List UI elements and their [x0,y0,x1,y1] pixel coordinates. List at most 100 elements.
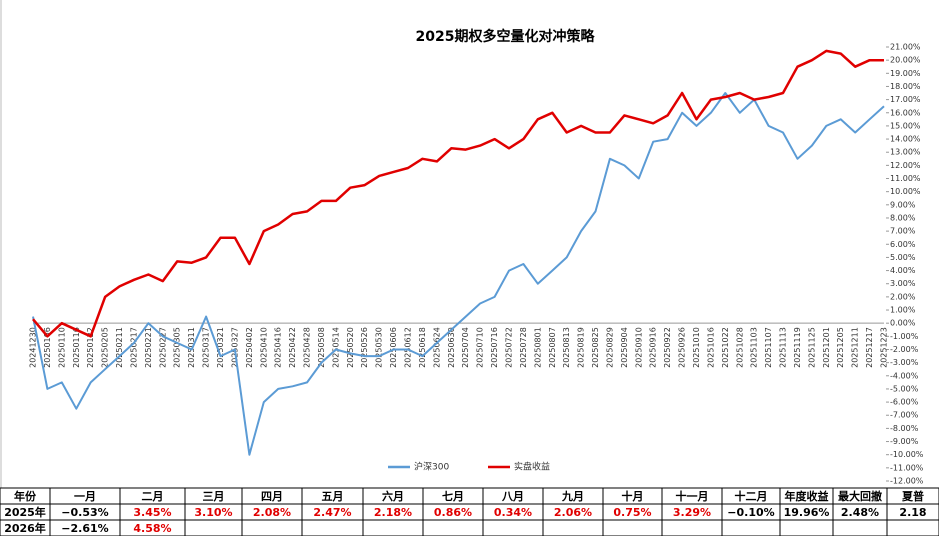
table-cell: 五月 [322,490,344,503]
x-tick-label: 20250630 [447,327,456,368]
table-cell: −0.10% [727,506,774,519]
table-cell: 十一月 [676,489,709,503]
y-tick-label: 7.00% [890,227,916,236]
x-tick-label: 20250305 [173,327,182,368]
y-tick-label: -11.00% [890,463,924,472]
y-tick-label: 15.00% [890,121,921,130]
table-cell: 0.75% [613,506,651,519]
x-tick-label: 20251028 [735,327,744,368]
x-tick-label: 20250910 [634,327,643,368]
y-tick-label: 21.00% [890,43,921,52]
y-tick-label: 13.00% [890,148,921,157]
x-tick-label: 20250606 [389,327,398,368]
table-cell: 2.47% [313,506,351,519]
x-tick-label: 20251022 [721,327,730,368]
table-cell: 0.86% [434,506,472,519]
x-tick-label: 20251010 [692,327,701,368]
table-cell: −0.53% [61,506,108,519]
table-cell: 一月 [74,490,96,503]
x-tick-label: 20251223 [880,327,889,368]
x-tick-label: 20250422 [288,327,297,368]
series-line [32,92,885,456]
y-tick-label: -1.00% [890,332,919,341]
x-tick-label: 20251119 [793,327,802,368]
x-tick-label: 20250612 [404,327,413,368]
table-cell: 七月 [442,489,464,503]
y-tick-label: -9.00% [890,437,919,446]
table-cell: 4.58% [133,522,171,535]
x-tick-label: 20250317 [202,327,211,368]
table-cell: 2025年 [4,505,46,519]
table-cell: 四月 [261,490,283,503]
table-cell: 19.96% [784,506,830,519]
table-cell: −2.61% [61,522,108,535]
x-tick-label: 20250922 [663,327,672,368]
table-bg [0,487,939,536]
y-tick-label: 17.00% [890,95,921,104]
x-tick-label: 20250825 [591,327,600,368]
table-cell: 八月 [501,490,524,503]
table-cell: 二月 [142,490,164,503]
table-cell: 3.29% [673,506,711,519]
x-tick-label: 20251205 [836,327,845,368]
x-tick-label: 20250716 [490,327,499,368]
table-cell: 十二月 [735,489,768,503]
x-tick-label: 20241230 [29,327,38,368]
table-cell: 3.45% [133,506,171,519]
x-tick-label: 20250618 [418,327,427,368]
series-line [32,49,884,338]
x-tick-label: 20250926 [678,327,687,368]
x-tick-label: 20250410 [259,327,268,368]
x-tick-label: 20250508 [317,327,326,368]
y-tick-label: 9.00% [890,200,916,209]
table-cell: 0.34% [494,506,532,519]
x-tick-label: 20250813 [562,327,571,368]
x-tick-label: 20250520 [346,327,355,368]
y-tick-label: 16.00% [890,108,921,117]
x-tick-label: 20250728 [519,327,528,368]
table-cell: 最大回撤 [838,489,882,503]
y-tick-label: 11.00% [890,174,921,183]
legend-label: 沪深300 [414,461,449,473]
x-tick-label: 20250321 [216,327,225,368]
table-cell: 2.06% [554,506,592,519]
x-tick-label: 20250710 [476,327,485,368]
x-tick-label: 20251016 [706,327,715,368]
y-tick-label: 1.00% [890,306,916,315]
y-tick-label: 0.00% [890,319,916,328]
x-tick-label: 20250624 [432,327,441,368]
chart-title: 2025期权多空量化对冲策略 [416,28,596,45]
x-tick-label: 20250801 [533,327,542,368]
x-tick-label: 20251201 [822,327,831,368]
table-cell: 2.48% [841,506,879,519]
x-tick-label: 20250110 [57,327,66,368]
x-tick-label: 20250819 [577,327,586,368]
y-tick-label: 20.00% [890,56,921,65]
y-tick-label: 18.00% [890,82,921,91]
y-tick-label: -5.00% [890,384,919,393]
y-tick-label: 3.00% [890,279,916,288]
y-tick-label: 19.00% [890,69,921,78]
x-tick-label: 20251211 [851,327,860,368]
x-tick-label: 20251103 [750,327,759,368]
x-tick-label: 20250904 [620,327,629,368]
y-tick-label: -8.00% [890,424,919,433]
x-tick-label: 20250116 [72,327,81,368]
x-tick-label: 20250428 [303,327,312,368]
y-tick-label: -3.00% [890,358,919,367]
x-tick-label: 20250526 [360,327,369,368]
x-tick-label: 20250327 [230,327,239,368]
table-cell: 九月 [561,489,584,503]
x-tick-label: 20250122 [86,327,95,368]
y-tick-label: -7.00% [890,411,919,420]
y-tick-label: -10.00% [890,450,924,459]
x-tick-label: 20251113 [779,327,788,368]
x-tick-label: 20251217 [865,327,874,368]
y-tick-label: 5.00% [890,253,916,262]
table-cell: 2.18 [899,506,926,519]
table-cell: 2026年 [4,521,46,535]
table-cell: 年份 [14,489,37,503]
y-tick-label: 14.00% [890,135,921,144]
x-tick-label: 20250530 [375,327,384,368]
y-tick-label: -6.00% [890,398,919,407]
